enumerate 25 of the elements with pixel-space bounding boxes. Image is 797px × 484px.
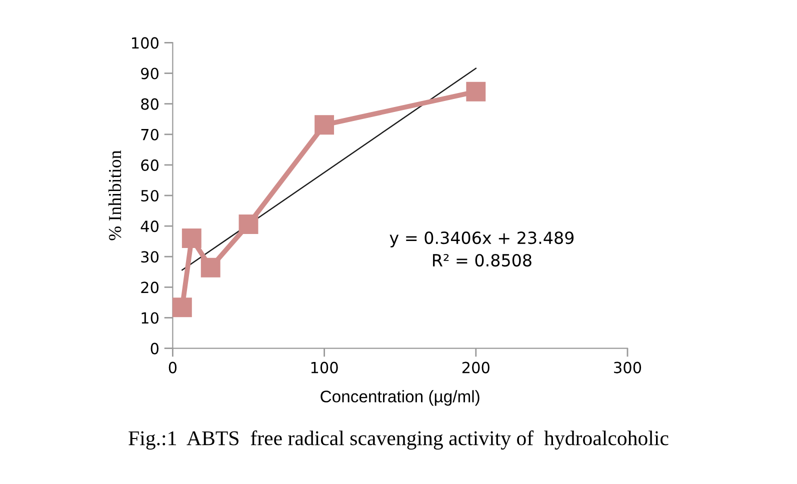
y-tick-label: 100 (132, 37, 158, 49)
y-tick-label: 60 (141, 159, 158, 171)
y-tick-label: 80 (141, 98, 158, 110)
point (314, 115, 334, 135)
y-tick-label: 0 (150, 342, 158, 354)
x-tick-label: 0 (168, 362, 177, 374)
annotation: y = 0.3406x + 23.489 R² = 0.8508 (390, 232, 574, 267)
text: Fig.:1 ABTS free radical scavenging activity of hydroalcoholic (128, 430, 668, 450)
y-tick-label: 30 (141, 251, 158, 263)
point (466, 82, 486, 102)
x-axis-title: Concentration (µg/ml) (320, 390, 480, 406)
y-tick-label: 10 (142, 312, 158, 324)
y-tick-label: 70 (141, 128, 158, 140)
point (172, 298, 192, 318)
y-axis-title: % Inhibition (108, 150, 122, 240)
point (238, 214, 258, 234)
y-tick-label: 20 (141, 282, 158, 294)
point (200, 258, 220, 278)
x-tick-label: 100 (311, 362, 338, 374)
y-tick-label: 50 (141, 190, 158, 202)
x-tick-label: 200 (462, 362, 490, 374)
y-tick-label: 90 (141, 68, 158, 80)
point (182, 228, 202, 248)
y-tick-label: 40 (140, 220, 158, 232)
x-tick-label: 300 (614, 362, 642, 374)
